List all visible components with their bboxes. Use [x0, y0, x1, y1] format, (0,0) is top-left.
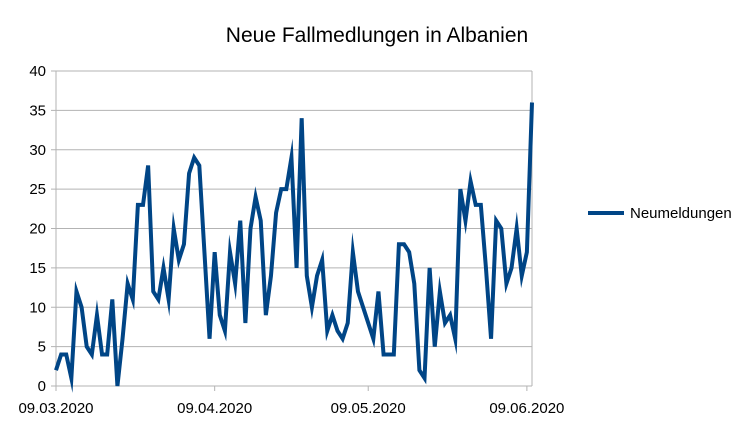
- y-tick-label: 10: [29, 299, 46, 316]
- x-tick-label: 09.05.2020: [331, 400, 406, 417]
- y-tick-label: 25: [29, 181, 46, 198]
- legend-label: Neumeldungen: [630, 205, 732, 222]
- y-tick-label: 35: [29, 102, 46, 119]
- plot-area: [54, 102, 534, 393]
- y-tick-labels: 0 5 10 15 20 25 30 35 40: [29, 63, 46, 395]
- x-tick-label: 09.04.2020: [177, 400, 252, 417]
- axes: [51, 70, 533, 391]
- x-tick-labels: 09.03.2020 09.04.2020 09.05.2020 09.06.2020: [18, 400, 564, 417]
- y-tick-label: 40: [29, 63, 46, 80]
- y-tick-label: 0: [38, 378, 46, 395]
- x-tick-label: 09.03.2020: [18, 400, 93, 417]
- y-tick-label: 5: [38, 339, 46, 356]
- series-line-neumeldungen: [54, 102, 534, 393]
- legend: Neumeldungen: [588, 205, 732, 222]
- y-tick-label: 20: [29, 221, 46, 238]
- x-tick-label: 09.06.2020: [489, 400, 564, 417]
- y-tick-label: 15: [29, 260, 46, 277]
- chart-title: Neue Fallmedlungen in Albanien: [226, 24, 528, 47]
- y-tick-label: 30: [29, 142, 46, 159]
